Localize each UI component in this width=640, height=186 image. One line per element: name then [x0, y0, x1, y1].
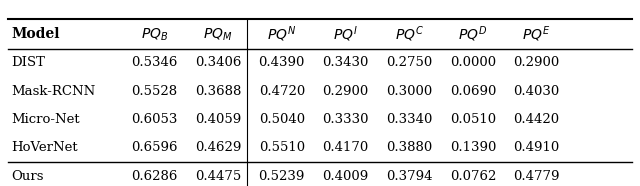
Text: $PQ_M$: $PQ_M$ [204, 26, 233, 43]
Text: 0.4030: 0.4030 [513, 85, 560, 98]
Text: 0.2750: 0.2750 [386, 56, 433, 69]
Text: 0.4779: 0.4779 [513, 170, 560, 183]
Text: 0.5040: 0.5040 [259, 113, 305, 126]
Text: 0.4170: 0.4170 [323, 141, 369, 154]
Text: 0.3340: 0.3340 [386, 113, 433, 126]
Text: Mask-RCNN: Mask-RCNN [11, 85, 95, 98]
Text: 0.0510: 0.0510 [450, 113, 496, 126]
Text: DIST: DIST [11, 56, 45, 69]
Text: Ours: Ours [11, 170, 44, 183]
Text: 0.4009: 0.4009 [323, 170, 369, 183]
Text: 0.1390: 0.1390 [450, 141, 496, 154]
Text: 0.5528: 0.5528 [131, 85, 177, 98]
Text: 0.2900: 0.2900 [513, 56, 560, 69]
Text: Model: Model [11, 27, 60, 41]
Text: Micro-Net: Micro-Net [11, 113, 79, 126]
Text: 0.4629: 0.4629 [195, 141, 241, 154]
Text: 0.3430: 0.3430 [323, 56, 369, 69]
Text: $PQ^D$: $PQ^D$ [458, 25, 488, 44]
Text: $PQ^C$: $PQ^C$ [395, 25, 424, 44]
Text: $PQ^I$: $PQ^I$ [333, 25, 358, 44]
Text: 0.3000: 0.3000 [386, 85, 433, 98]
Text: 0.4475: 0.4475 [195, 170, 241, 183]
Text: 0.0690: 0.0690 [450, 85, 496, 98]
Text: 0.4390: 0.4390 [259, 56, 305, 69]
Text: 0.0762: 0.0762 [450, 170, 496, 183]
Text: 0.3794: 0.3794 [386, 170, 433, 183]
Text: 0.3880: 0.3880 [386, 141, 433, 154]
Text: 0.4420: 0.4420 [513, 113, 560, 126]
Text: 0.5346: 0.5346 [131, 56, 177, 69]
Text: 0.3406: 0.3406 [195, 56, 241, 69]
Text: 0.6596: 0.6596 [131, 141, 177, 154]
Text: HoVerNet: HoVerNet [11, 141, 77, 154]
Text: $PQ^N$: $PQ^N$ [267, 25, 296, 44]
Text: 0.3330: 0.3330 [322, 113, 369, 126]
Text: 0.4059: 0.4059 [195, 113, 241, 126]
Text: 0.4910: 0.4910 [513, 141, 560, 154]
Text: 0.0000: 0.0000 [450, 56, 496, 69]
Text: $PQ^E$: $PQ^E$ [522, 25, 551, 44]
Text: 0.6053: 0.6053 [131, 113, 177, 126]
Text: 0.5239: 0.5239 [259, 170, 305, 183]
Text: 0.2900: 0.2900 [323, 85, 369, 98]
Text: 0.5510: 0.5510 [259, 141, 305, 154]
Text: 0.3688: 0.3688 [195, 85, 241, 98]
Text: 0.6286: 0.6286 [131, 170, 177, 183]
Text: 0.4720: 0.4720 [259, 85, 305, 98]
Text: $PQ_B$: $PQ_B$ [141, 26, 168, 43]
